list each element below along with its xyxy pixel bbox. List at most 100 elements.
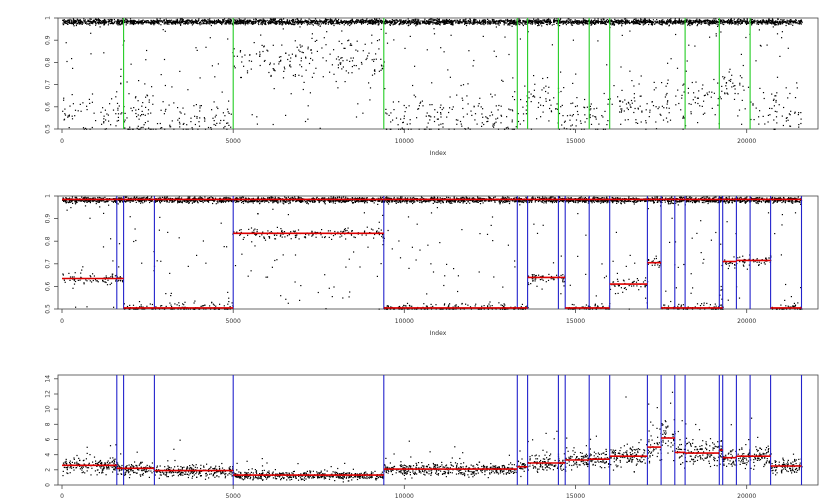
- data-point: [146, 22, 147, 23]
- data-point: [89, 103, 90, 104]
- data-point: [312, 22, 313, 23]
- data-point: [183, 129, 184, 130]
- data-point: [485, 23, 486, 24]
- data-point: [145, 129, 146, 130]
- data-point: [251, 22, 252, 23]
- data-point: [662, 21, 663, 22]
- data-point: [663, 107, 664, 108]
- data-point: [583, 22, 584, 23]
- data-point: [76, 197, 77, 198]
- data-point: [267, 20, 268, 21]
- data-point: [704, 21, 705, 22]
- data-point: [91, 19, 92, 20]
- data-point: [237, 20, 238, 21]
- data-point: [410, 24, 411, 25]
- data-point: [734, 99, 735, 100]
- data-point: [105, 119, 106, 120]
- data-point: [624, 19, 625, 20]
- data-point: [208, 127, 209, 128]
- data-point: [214, 124, 215, 125]
- data-point: [82, 24, 83, 25]
- data-point: [391, 21, 392, 22]
- data-point: [540, 105, 541, 106]
- data-point: [591, 124, 592, 125]
- data-point: [245, 21, 246, 22]
- data-point: [691, 20, 692, 21]
- data-point: [166, 19, 167, 20]
- data-point: [396, 118, 397, 119]
- data-point: [444, 51, 445, 52]
- data-point: [683, 129, 684, 130]
- data-point: [594, 20, 595, 21]
- data-point: [512, 129, 513, 130]
- data-point: [437, 18, 438, 19]
- data-point: [598, 18, 599, 19]
- data-point: [376, 18, 377, 19]
- data-point: [379, 39, 380, 40]
- data-point: [218, 63, 219, 64]
- data-point: [240, 51, 241, 52]
- data-point: [765, 23, 766, 24]
- data-point: [149, 102, 150, 103]
- data-point: [739, 23, 740, 24]
- data-point: [468, 20, 469, 21]
- data-point: [356, 116, 357, 117]
- data-point: [800, 112, 801, 113]
- data-point: [182, 108, 183, 109]
- data-point: [571, 24, 572, 25]
- data-point: [243, 22, 244, 23]
- data-point: [290, 57, 291, 58]
- data-point: [544, 19, 545, 20]
- data-point: [293, 24, 294, 25]
- data-point: [179, 122, 180, 123]
- data-point: [126, 23, 127, 24]
- data-point: [172, 120, 173, 121]
- data-point: [550, 19, 551, 20]
- data-point: [657, 22, 658, 23]
- data-point: [518, 121, 519, 122]
- data-point: [775, 95, 776, 96]
- data-point: [591, 20, 592, 21]
- data-point: [458, 23, 459, 24]
- data-point: [482, 20, 483, 21]
- data-point: [104, 197, 105, 198]
- data-point: [628, 22, 629, 23]
- data-point: [390, 112, 391, 113]
- data-point: [498, 129, 499, 130]
- data-point: [494, 51, 495, 52]
- data-point: [722, 21, 723, 22]
- data-point: [438, 129, 439, 130]
- data-point: [142, 127, 143, 128]
- data-point: [81, 197, 82, 198]
- data-point: [542, 20, 543, 21]
- data-point: [157, 123, 158, 124]
- data-point: [312, 33, 313, 34]
- data-point: [224, 19, 225, 20]
- data-point: [199, 23, 200, 24]
- data-point: [492, 20, 493, 21]
- data-point: [267, 50, 268, 51]
- data-point: [373, 23, 374, 24]
- data-point: [512, 120, 513, 121]
- data-point: [300, 44, 301, 45]
- data-point: [182, 22, 183, 23]
- data-point: [87, 23, 88, 24]
- data-point: [346, 60, 347, 61]
- data-point: [738, 21, 739, 22]
- data-point: [217, 108, 218, 109]
- data-point: [254, 42, 255, 43]
- data-point: [322, 57, 323, 58]
- data-point: [190, 121, 191, 122]
- data-point: [573, 114, 574, 115]
- data-point: [608, 99, 609, 100]
- data-point: [375, 23, 376, 24]
- data-point: [590, 117, 591, 118]
- data-point: [508, 128, 509, 129]
- data-point: [384, 88, 385, 89]
- data-point: [284, 68, 285, 69]
- data-point: [429, 104, 430, 105]
- data-point: [190, 21, 191, 22]
- data-point: [352, 66, 353, 67]
- data-point: [354, 23, 355, 24]
